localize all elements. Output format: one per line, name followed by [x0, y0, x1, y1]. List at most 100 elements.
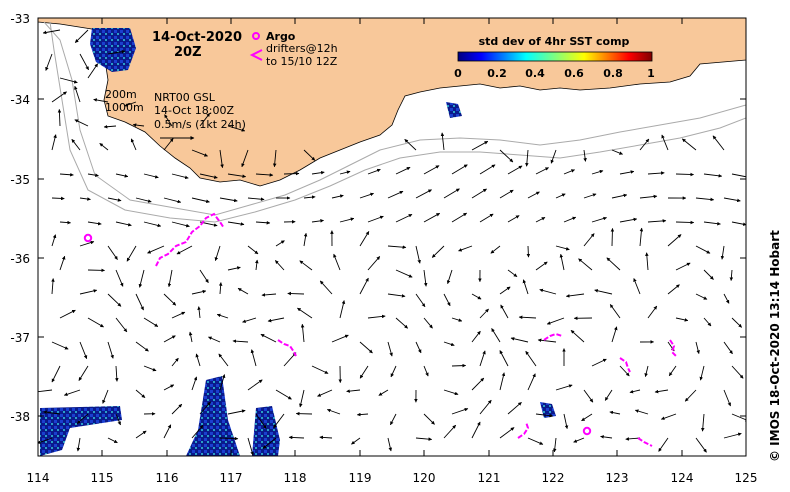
current-arrow — [500, 304, 509, 319]
current-arrow — [451, 407, 469, 415]
current-arrow — [218, 282, 223, 295]
current-arrow — [415, 293, 426, 308]
current-arrow — [93, 98, 109, 103]
colorbar-labels: 0 0.2 0.4 0.6 0.8 1 — [454, 67, 655, 80]
current-arrow — [606, 257, 621, 271]
colorbar — [457, 51, 653, 62]
current-arrow — [107, 293, 122, 307]
current-arrow — [367, 256, 381, 271]
current-arrow — [378, 389, 389, 396]
colorbar-tick-label: 0.8 — [603, 67, 623, 80]
current-arrow — [387, 293, 406, 298]
current-arrow — [619, 217, 638, 223]
map-time: 20Z — [174, 45, 202, 60]
argo-legend-icon — [252, 32, 260, 40]
current-arrow — [552, 437, 557, 453]
current-arrow — [415, 245, 421, 264]
current-arrow — [619, 365, 630, 377]
drifter-track — [619, 357, 631, 373]
current-arrow — [115, 269, 124, 287]
current-arrow — [499, 286, 511, 295]
current-arrow — [583, 233, 595, 247]
axis-ticks — [37, 17, 747, 456]
current-arrow — [164, 114, 173, 127]
y-tick-label: -35 — [10, 173, 30, 187]
current-arrow — [695, 197, 715, 202]
current-arrow — [591, 358, 607, 367]
current-arrow — [171, 403, 183, 415]
current-arrow — [527, 191, 540, 199]
current-arrow — [573, 437, 585, 443]
current-arrow — [76, 437, 81, 452]
current-arrow — [667, 284, 680, 295]
current-arrow — [471, 293, 482, 300]
current-arrow — [458, 245, 473, 252]
current-arrow — [535, 216, 546, 223]
x-tick-label: 122 — [542, 471, 565, 485]
current-arrow — [87, 63, 99, 79]
current-arrow — [99, 142, 109, 151]
current-arrow — [675, 172, 694, 177]
current-arrow — [115, 413, 121, 426]
current-arrow — [471, 377, 485, 391]
contour-label-1000m: 1000m — [105, 101, 144, 114]
current-arrow — [237, 287, 249, 295]
current-arrow — [583, 193, 597, 199]
current-arrow — [527, 437, 544, 445]
x-tick-label: 120 — [413, 471, 436, 485]
current-arrow — [387, 190, 404, 199]
current-arrow — [395, 269, 413, 278]
current-arrow — [107, 197, 122, 202]
current-arrow — [583, 149, 587, 162]
current-arrow — [242, 317, 257, 323]
current-arrow — [79, 240, 95, 247]
current-arrow — [499, 149, 514, 163]
current-arrow — [219, 197, 238, 203]
current-arrow — [51, 91, 67, 103]
current-arrow — [415, 437, 433, 441]
current-arrow — [339, 170, 351, 175]
current-arrow — [526, 245, 531, 258]
current-arrow — [171, 357, 179, 367]
map-date: 14-Oct-2020 — [152, 30, 242, 45]
current-arrow — [317, 389, 333, 397]
current-arrow — [331, 194, 344, 199]
current-arrow — [303, 195, 316, 199]
current-arrow — [218, 353, 229, 367]
current-arrow — [359, 365, 369, 379]
current-arrow — [135, 197, 152, 203]
current-arrow — [59, 255, 66, 271]
current-arrow — [423, 165, 440, 175]
current-arrow — [216, 313, 229, 319]
x-tick-label: 114 — [27, 471, 50, 485]
current-arrow — [668, 365, 677, 377]
current-arrow — [287, 291, 305, 296]
current-arrow — [723, 432, 742, 439]
current-arrow — [339, 217, 355, 223]
current-arrow — [555, 193, 566, 199]
current-arrow — [451, 212, 468, 223]
current-arrow — [695, 293, 708, 300]
current-arrow — [695, 341, 700, 354]
current-arrow — [356, 412, 369, 417]
current-arrow — [331, 334, 349, 343]
current-arrow — [74, 29, 89, 43]
current-arrow — [275, 389, 292, 400]
scale-label: 0.5m/s (1kt 24h) — [154, 118, 246, 131]
current-arrow — [423, 212, 441, 223]
drifter-track — [669, 339, 677, 357]
drifter-track — [517, 421, 530, 439]
x-tick-label: 117 — [220, 471, 243, 485]
current-arrow — [176, 245, 193, 255]
current-arrow — [303, 232, 308, 247]
drifter-track — [155, 212, 225, 267]
current-arrow — [611, 326, 618, 343]
current-arrow — [367, 168, 381, 175]
plot-frame — [37, 17, 747, 457]
current-arrow — [634, 409, 649, 415]
current-arrow — [255, 173, 274, 177]
current-arrow — [654, 389, 669, 394]
current-arrow — [59, 309, 76, 319]
current-arrow — [333, 253, 341, 271]
current-arrow — [479, 164, 496, 175]
